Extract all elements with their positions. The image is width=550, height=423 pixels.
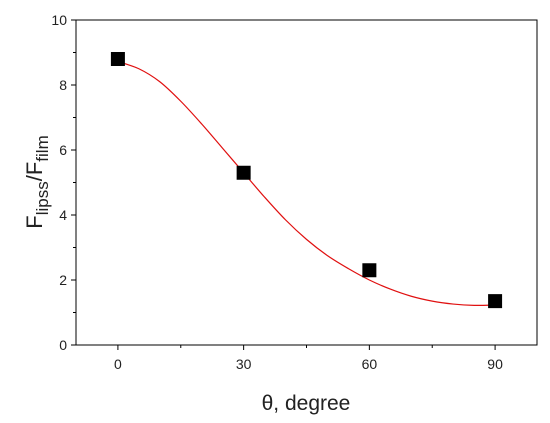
x-tick-label: 90 (487, 356, 503, 372)
data-point-square (236, 165, 251, 180)
y-tick-label: 8 (59, 77, 67, 93)
y-label-base-1: F (22, 215, 47, 228)
x-tick-label: 0 (114, 356, 122, 372)
y-label-base-2: F (22, 162, 47, 175)
data-point-square (362, 263, 377, 278)
x-axis-label: θ, degree (262, 392, 351, 415)
fit-curve (117, 61, 496, 306)
y-tick-label: 6 (59, 142, 67, 158)
y-tick-label: 2 (59, 272, 67, 288)
x-tick-label: 60 (362, 356, 378, 372)
y-label-separator: / (22, 174, 47, 181)
y-axis: 0 2 4 6 8 10 (51, 12, 76, 353)
y-tick-label: 4 (59, 207, 67, 223)
y-axis-label: Flipss/Ffilm (22, 135, 52, 229)
data-point-square (488, 294, 503, 309)
y-label-sub-2: film (33, 135, 52, 161)
y-tick-label: 0 (59, 337, 67, 353)
data-point-square (110, 52, 125, 66)
x-axis: 0 30 60 90 (114, 345, 503, 372)
y-tick-label: 10 (51, 12, 67, 28)
plot-frame (75, 19, 538, 346)
y-label-sub-1: lipss (33, 181, 52, 215)
x-tick-label: 30 (236, 356, 252, 372)
data-points (110, 52, 503, 309)
